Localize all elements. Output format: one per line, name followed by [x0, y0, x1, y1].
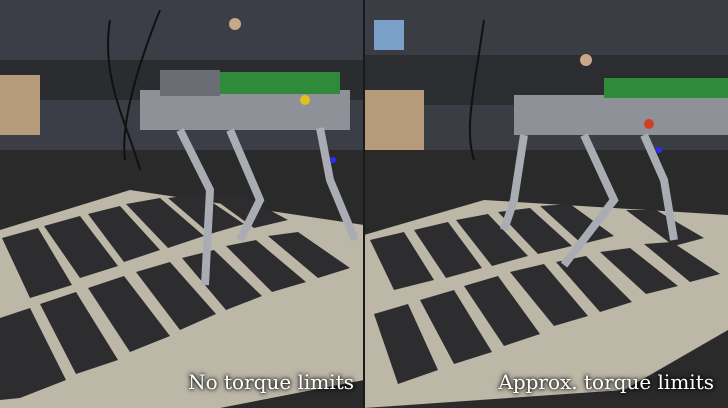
cable	[107, 19, 141, 171]
quadruped-robot	[140, 18, 359, 286]
robot-leg-rear	[640, 133, 678, 241]
robot-electronics	[160, 70, 220, 96]
cable	[468, 19, 485, 161]
left-caption: No torque limits	[188, 370, 354, 394]
robot-body-frame	[140, 90, 350, 130]
robot-circuit-board	[604, 78, 728, 98]
robot-leg-front-right	[560, 133, 619, 268]
robot-leg-front-left	[176, 128, 215, 286]
cardboard-box	[0, 75, 40, 135]
cable	[123, 9, 161, 161]
robot-sensor	[580, 54, 592, 66]
ramp-pads-lower	[374, 242, 720, 384]
quadruped-robot	[500, 54, 728, 268]
left-video-panel: No torque limits	[0, 0, 364, 408]
blue-bag	[374, 20, 404, 50]
status-led	[300, 95, 310, 105]
ramp-pads-lower	[0, 232, 350, 400]
ramp-pads-upper	[370, 204, 704, 290]
robot-sensor	[229, 18, 241, 30]
status-led	[644, 119, 654, 129]
robot-leg-front-right	[226, 128, 265, 242]
robot-leg-rear	[316, 127, 359, 242]
panel-divider	[363, 0, 365, 408]
cardboard-box	[364, 90, 424, 150]
left-scene	[0, 0, 364, 408]
robot-leg-front-left	[500, 134, 528, 232]
blue-indicator	[656, 147, 662, 153]
right-video-panel: Approx. torque limits	[364, 0, 728, 408]
robot-circuit-board	[220, 72, 340, 94]
robot-body-frame	[514, 95, 728, 135]
right-scene	[364, 0, 728, 408]
blue-indicator	[330, 157, 336, 163]
right-caption: Approx. torque limits	[498, 370, 714, 394]
